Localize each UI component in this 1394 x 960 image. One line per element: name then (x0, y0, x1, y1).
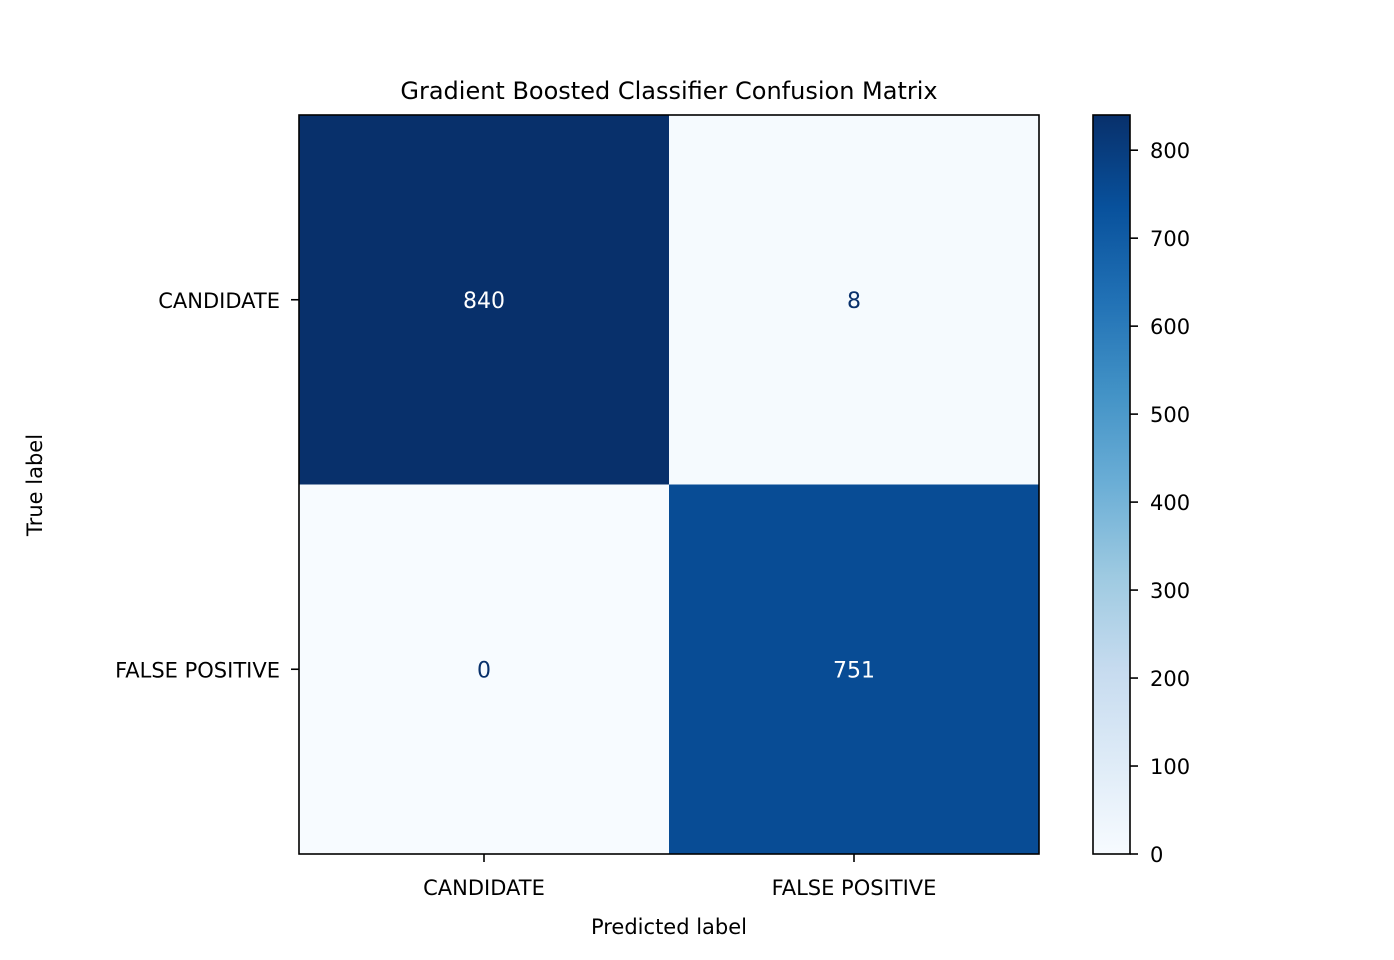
colorbar-tick-label: 400 (1150, 491, 1190, 515)
heatmap-cells (299, 115, 1039, 854)
heatmap-cell (299, 484, 669, 854)
heatmap-cell (299, 115, 669, 485)
colorbar-tick-label: 500 (1150, 403, 1190, 427)
colorbar-ticks: 0 100 200 300 400 500 600 700 800 (1130, 139, 1190, 867)
x-axis-ticks: CANDIDATE FALSE POSITIVE (423, 854, 936, 900)
cell-value-label: 0 (477, 658, 491, 683)
x-tick-label: FALSE POSITIVE (772, 876, 937, 900)
cell-value-label: 840 (463, 289, 505, 314)
x-axis-label: Predicted label (591, 915, 747, 939)
cell-value-label: 751 (833, 658, 875, 683)
colorbar-tick-label: 300 (1150, 579, 1190, 603)
colorbar-tick-label: 0 (1150, 843, 1163, 867)
x-tick-label: CANDIDATE (423, 876, 545, 900)
colorbar-tick-label: 200 (1150, 667, 1190, 691)
cell-value-label: 8 (847, 289, 861, 314)
heatmap-cell (669, 115, 1039, 485)
colorbar-tick-label: 800 (1150, 139, 1190, 163)
plot-frame (298, 114, 1040, 855)
heatmap-cell (669, 484, 1039, 854)
y-tick-label: FALSE POSITIVE (115, 658, 280, 682)
colorbar-frame (1092, 114, 1131, 855)
chart-title: Gradient Boosted Classifier Confusion Ma… (400, 77, 937, 105)
colorbar-tick-label: 700 (1150, 227, 1190, 251)
colorbar-tick-label: 100 (1150, 755, 1190, 779)
colorbar-gradient (1093, 115, 1130, 854)
y-axis-label: True label (23, 434, 47, 537)
cell-value-labels: 840 8 0 751 (463, 289, 875, 684)
y-axis-ticks: CANDIDATE FALSE POSITIVE (115, 289, 299, 682)
colorbar-tick-label: 600 (1150, 315, 1190, 339)
y-tick-label: CANDIDATE (158, 289, 280, 313)
